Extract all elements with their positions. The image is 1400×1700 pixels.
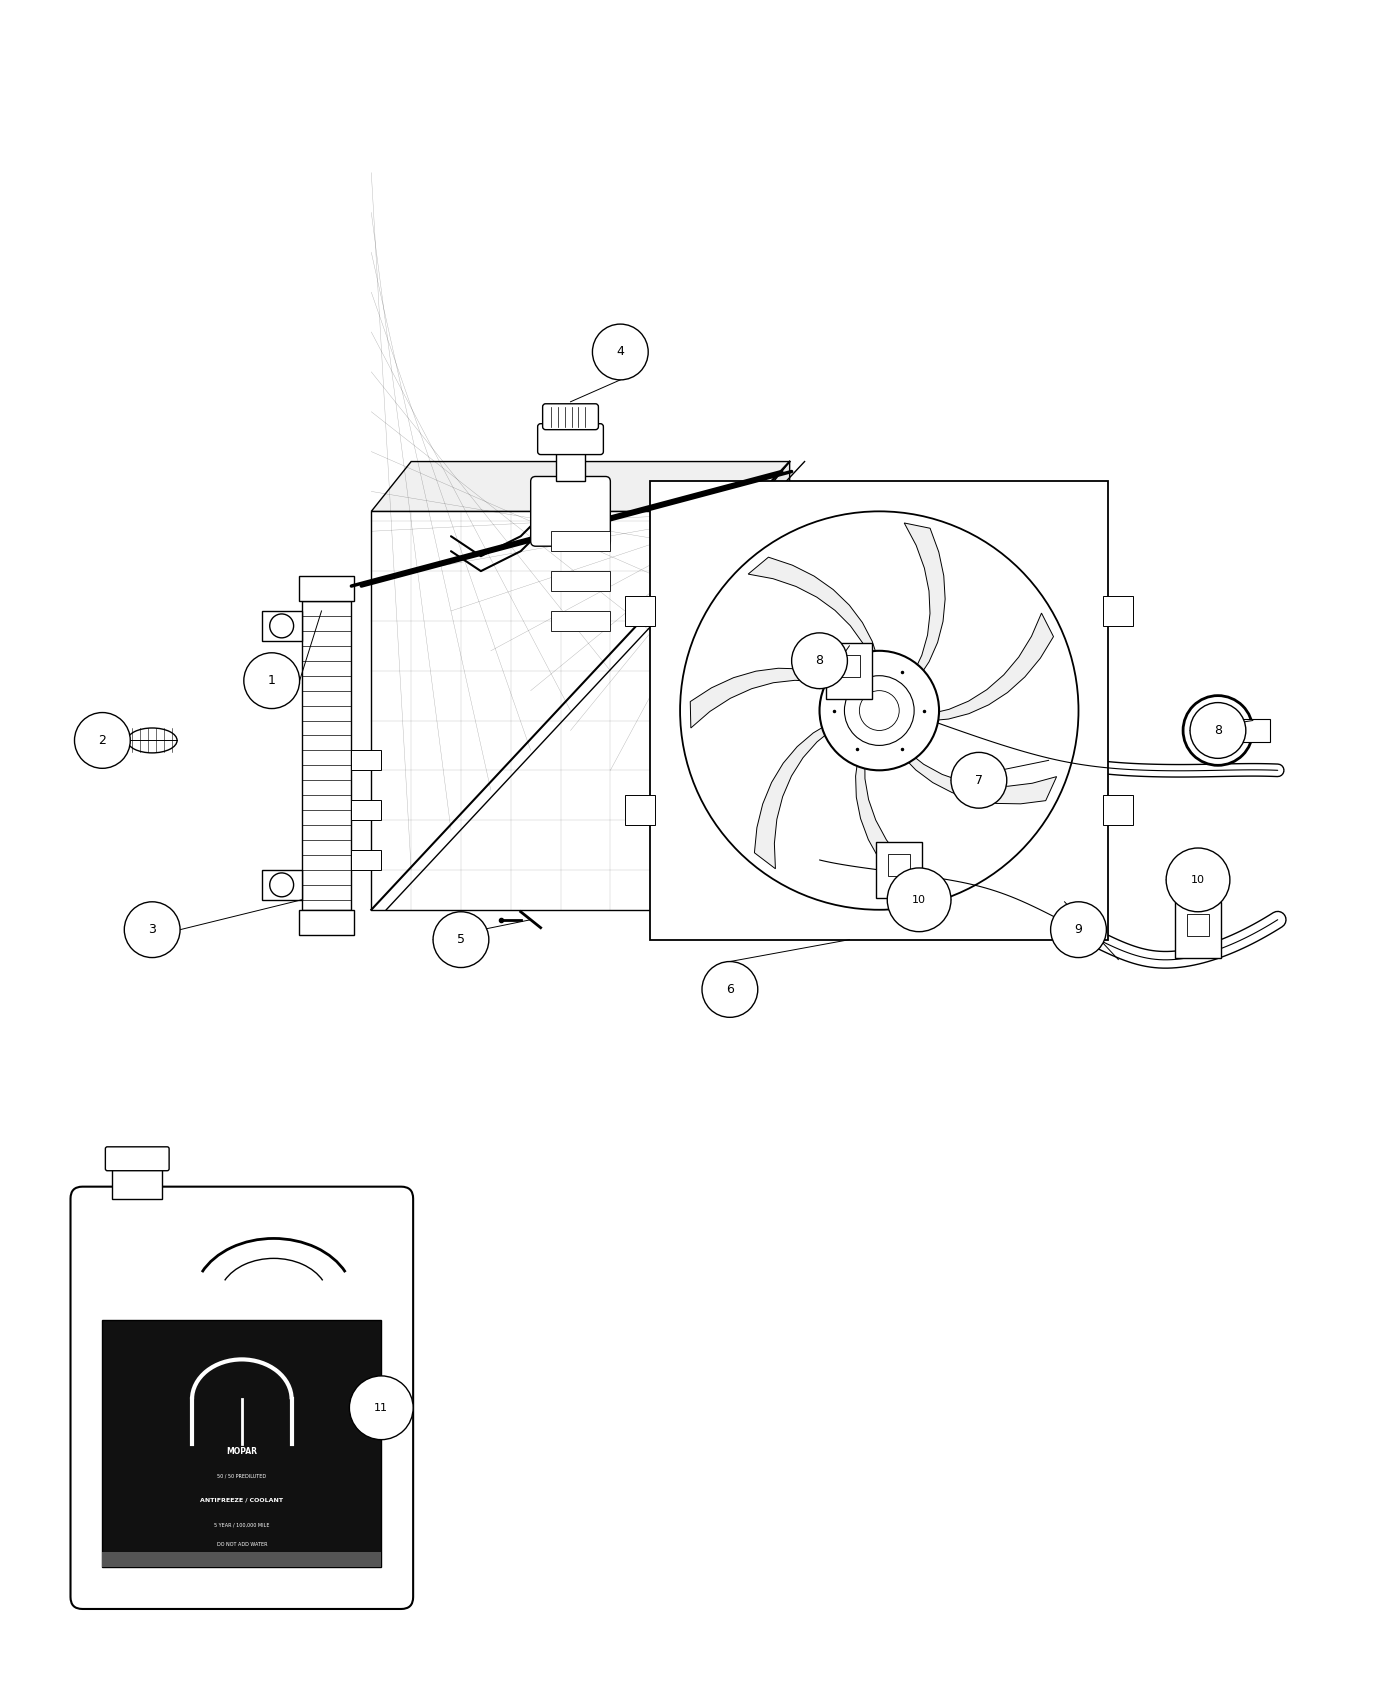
Circle shape bbox=[1190, 702, 1246, 758]
FancyBboxPatch shape bbox=[826, 643, 872, 699]
FancyBboxPatch shape bbox=[556, 452, 585, 481]
Polygon shape bbox=[371, 512, 750, 910]
Circle shape bbox=[244, 653, 300, 709]
FancyBboxPatch shape bbox=[531, 476, 610, 546]
Circle shape bbox=[701, 962, 757, 1017]
Polygon shape bbox=[748, 558, 879, 661]
FancyBboxPatch shape bbox=[1187, 913, 1210, 935]
FancyBboxPatch shape bbox=[550, 532, 610, 551]
Circle shape bbox=[791, 632, 847, 688]
Polygon shape bbox=[855, 756, 938, 898]
Text: 3: 3 bbox=[148, 923, 157, 937]
Text: 11: 11 bbox=[374, 1402, 388, 1413]
Polygon shape bbox=[690, 668, 840, 728]
Polygon shape bbox=[902, 751, 1057, 804]
FancyBboxPatch shape bbox=[102, 1321, 381, 1567]
FancyBboxPatch shape bbox=[351, 750, 381, 770]
FancyBboxPatch shape bbox=[301, 602, 351, 910]
FancyBboxPatch shape bbox=[1175, 901, 1221, 957]
FancyBboxPatch shape bbox=[351, 801, 381, 819]
FancyBboxPatch shape bbox=[102, 1552, 381, 1567]
Circle shape bbox=[1183, 695, 1253, 765]
Polygon shape bbox=[371, 461, 790, 512]
Circle shape bbox=[819, 651, 939, 770]
Text: 50 / 50 PREDILUTED: 50 / 50 PREDILUTED bbox=[217, 1474, 266, 1479]
FancyBboxPatch shape bbox=[112, 1168, 162, 1198]
FancyBboxPatch shape bbox=[298, 576, 354, 602]
FancyBboxPatch shape bbox=[1103, 597, 1133, 626]
FancyBboxPatch shape bbox=[538, 423, 603, 454]
FancyBboxPatch shape bbox=[550, 610, 610, 631]
FancyBboxPatch shape bbox=[626, 597, 655, 626]
FancyBboxPatch shape bbox=[626, 796, 655, 824]
Circle shape bbox=[270, 614, 294, 638]
FancyBboxPatch shape bbox=[839, 654, 861, 677]
Text: DO NOT ADD WATER: DO NOT ADD WATER bbox=[217, 1542, 267, 1547]
Text: 5 YEAR / 100,000 MILE: 5 YEAR / 100,000 MILE bbox=[214, 1523, 270, 1528]
FancyBboxPatch shape bbox=[543, 405, 598, 430]
Text: 4: 4 bbox=[616, 345, 624, 359]
Text: ANTIFREEZE / COOLANT: ANTIFREEZE / COOLANT bbox=[200, 1498, 283, 1503]
Circle shape bbox=[350, 1375, 413, 1440]
Circle shape bbox=[592, 325, 648, 379]
Text: 5: 5 bbox=[456, 933, 465, 947]
Text: 10: 10 bbox=[1191, 876, 1205, 886]
Text: 2: 2 bbox=[98, 734, 106, 746]
Ellipse shape bbox=[127, 728, 176, 753]
Circle shape bbox=[433, 911, 489, 967]
Circle shape bbox=[1050, 901, 1106, 957]
FancyBboxPatch shape bbox=[298, 910, 354, 935]
Circle shape bbox=[888, 869, 951, 932]
Circle shape bbox=[951, 753, 1007, 808]
FancyBboxPatch shape bbox=[550, 571, 610, 592]
Text: 9: 9 bbox=[1075, 923, 1082, 937]
Text: 1: 1 bbox=[267, 675, 276, 687]
FancyBboxPatch shape bbox=[262, 610, 301, 641]
Text: MOPAR: MOPAR bbox=[227, 1447, 258, 1455]
FancyBboxPatch shape bbox=[888, 853, 910, 876]
Circle shape bbox=[125, 901, 181, 957]
Polygon shape bbox=[904, 524, 945, 678]
Polygon shape bbox=[928, 614, 1053, 721]
Circle shape bbox=[1166, 848, 1229, 911]
Polygon shape bbox=[755, 722, 833, 869]
Text: 6: 6 bbox=[727, 983, 734, 996]
FancyBboxPatch shape bbox=[70, 1187, 413, 1608]
Circle shape bbox=[74, 712, 130, 768]
FancyBboxPatch shape bbox=[105, 1148, 169, 1171]
Polygon shape bbox=[750, 461, 790, 910]
FancyBboxPatch shape bbox=[1240, 719, 1270, 743]
Text: 7: 7 bbox=[974, 774, 983, 787]
FancyBboxPatch shape bbox=[351, 850, 381, 870]
FancyBboxPatch shape bbox=[1103, 796, 1133, 824]
Text: 10: 10 bbox=[913, 894, 927, 904]
FancyBboxPatch shape bbox=[262, 870, 301, 899]
Text: 8: 8 bbox=[1214, 724, 1222, 738]
FancyBboxPatch shape bbox=[650, 481, 1109, 940]
FancyBboxPatch shape bbox=[876, 842, 923, 898]
Text: 8: 8 bbox=[816, 654, 823, 668]
Circle shape bbox=[270, 872, 294, 898]
